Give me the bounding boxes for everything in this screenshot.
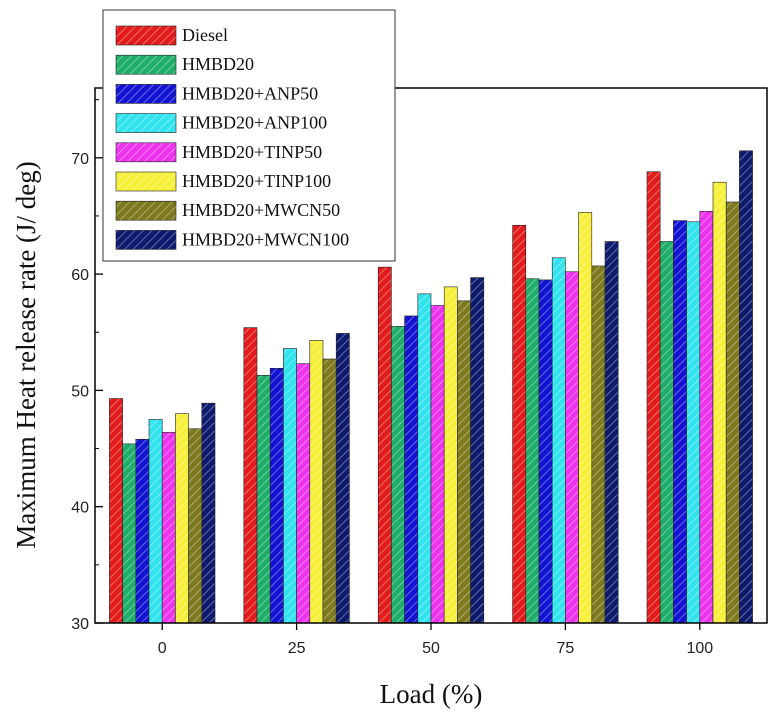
bar-hmbd20-tinp50-load-0 [161,431,176,624]
legend-swatch [115,230,177,250]
y-tick-label: 30 [71,616,89,633]
y-tick-label: 70 [71,151,89,168]
x-tick-label: 25 [288,640,306,657]
x-axis-ticks: 0 25 50 75 100 [158,623,713,657]
y-tick-label: 60 [71,267,89,284]
x-tick-label: 100 [686,640,713,657]
x-tick-label: 75 [557,640,575,657]
legend-swatch [115,200,177,221]
bar-hmbd20-load-50 [391,326,405,624]
bar-hmbd20-tinp50-load-75 [565,271,579,624]
x-axis-title: Load (%) [380,679,483,709]
legend-swatch [115,54,177,75]
bar-hmbd20-tinp50-load-25 [296,363,311,624]
bar-hmbd20-tinp100-load-0 [175,413,189,624]
bar-hmbd20-anp50-load-0 [135,438,150,624]
legend-label: HMBD20+ANP50 [182,83,318,103]
bar-hmbd20-load-75 [525,278,540,624]
legend-swatch [115,84,177,104]
bar-hmbd20-mwcn50-load-0 [188,428,203,624]
bar-hmbd20-mwcn100-load-25 [335,333,350,624]
bar-diesel-load-0 [109,398,123,624]
bar-hmbd20-tinp50-load-50 [430,305,445,624]
y-axis-ticks: 30 40 50 60 70 [71,99,103,633]
bar-diesel-load-50 [377,266,392,624]
bar-hmbd20-tinp100-load-75 [578,212,593,624]
bar-hmbd20-tinp100-load-100 [712,181,727,624]
legend-label: Diesel [182,25,228,45]
bar-hmbd20-anp50-load-50 [404,315,419,624]
legend: Diesel HMBD20 HMBD20+ANP50 HMBD20+ANP100 HMB… [102,9,396,262]
bar-hmbd20-anp50-load-75 [538,279,553,624]
bar-hmbd20-anp50-load-25 [269,367,284,624]
bar-hmbd20-mwcn50-load-25 [322,358,337,624]
bar-hmbd20-anp100-load-50 [417,293,432,624]
legend-label: HMBD20+MWCN100 [182,229,349,249]
bar-hmbd20-mwcn100-load-50 [470,277,485,624]
bar-hmbd20-anp100-load-100 [686,221,701,624]
legend-label: HMBD20+TINP50 [182,142,322,162]
bar-hmbd20-tinp100-load-50 [443,286,458,624]
x-tick-label: 0 [158,640,167,657]
bar-diesel-load-75 [512,224,527,624]
legend-label: HMBD20+MWCN50 [182,200,340,220]
bar-diesel-load-25 [243,327,258,624]
legend-swatch [115,171,177,192]
x-tick-label: 50 [422,640,440,657]
legend-box [102,9,396,262]
legend-label: HMBD20 [182,54,254,74]
legend-swatch [115,25,177,46]
bar-diesel-load-100 [646,171,661,624]
y-axis-title: Maximum Heat release rate (J/ deg) [11,161,41,549]
y-tick-label: 50 [71,383,89,400]
bar-hmbd20-anp100-load-0 [148,419,163,624]
bar-hmbd20-anp100-load-75 [551,257,566,624]
bar-hmbd20-mwcn50-load-75 [591,265,606,624]
legend-swatch [115,142,177,163]
bar-group [109,150,753,624]
bar-hmbd20-mwcn50-load-100 [725,201,740,624]
bar-hmbd20-tinp100-load-25 [309,340,324,624]
bar-hmbd20-load-25 [256,374,271,624]
bar-hmbd20-load-0 [122,443,137,624]
y-tick-label: 40 [71,500,89,517]
bar-hmbd20-mwcn100-load-0 [201,402,216,624]
legend-swatch [115,113,177,133]
bar-hmbd20-anp100-load-25 [283,348,297,624]
bar-hmbd20-mwcn100-load-100 [739,150,753,624]
bar-hmbd20-tinp50-load-100 [699,210,714,624]
legend-label: HMBD20+ANP100 [182,113,327,133]
bar-hmbd20-anp50-load-100 [673,220,687,624]
legend-label: HMBD20+TINP100 [182,171,331,191]
bar-hmbd20-mwcn50-load-50 [457,300,471,624]
bar-hmbd20-mwcn100-load-75 [604,241,619,624]
bar-hmbd20-load-100 [659,241,674,624]
